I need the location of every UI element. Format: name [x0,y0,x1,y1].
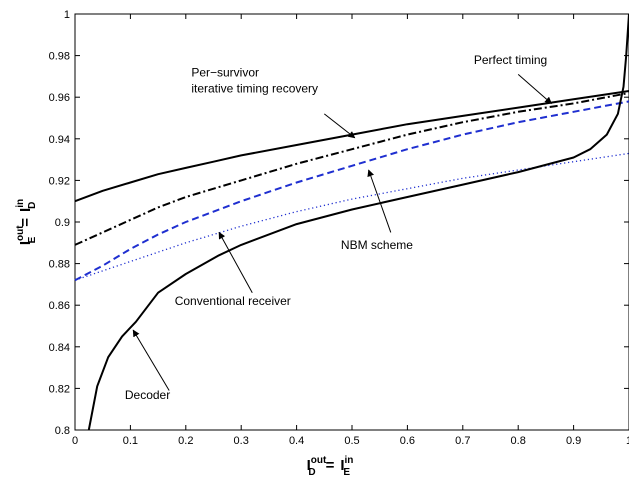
x-tick-label: 0.4 [289,435,304,447]
x-tick-label: 0.6 [400,435,415,447]
x-tick-label: 0.1 [123,435,138,447]
y-tick-label: 0.84 [49,342,70,354]
annotation-label-1: Perfect timing [474,53,547,67]
annotation-arrow-4 [132,329,170,391]
series-line-4 [87,13,629,431]
series-line-0 [74,90,629,203]
y-tick-label: 0.82 [49,383,70,395]
y-axis-ticks: 0.8 0.82 0.84 0.86 0.88 0.9 0.92 0.94 0.96 0.98 1 [49,9,629,437]
annotation-arrow-2 [367,169,392,233]
annotation-arrow-3 [218,231,253,293]
series-line-2 [74,100,629,282]
x-tick-label: 0.2 [178,435,193,447]
x-tick-label: 0.5 [344,435,359,447]
x-tick-label: 0 [72,435,78,447]
y-axis-label: IoutE=IinD [15,199,38,245]
y-tick-label: 0.92 [49,175,70,187]
x-axis-label: Iout D = Iin E [307,455,354,478]
x-tick-label: 0.8 [511,435,526,447]
x-axis-ticks: 0 0.1 0.2 0.3 0.4 0.5 0.6 0.7 0.8 0.9 1 [72,14,629,447]
series-lines [74,13,629,431]
y-tick-label: 0.98 [49,51,70,63]
annotations: Per−survivor iterative timing recovery Per… [125,53,552,402]
y-tick-label: 1 [64,9,70,21]
x-tick-label: 1 [626,435,629,447]
annotation-arrow-0 [323,113,356,139]
annotation-arrow-1 [517,73,552,104]
x-tick-label: 0.3 [234,435,249,447]
x-tick-label: 0.9 [566,435,581,447]
annotation-label-0: Per−survivor iterative timing recovery [191,65,318,95]
y-tick-label: 0.86 [49,300,70,312]
x-tick-label: 0.7 [455,435,470,447]
plot-area [74,13,629,431]
annotation-label-4: Decoder [125,388,170,402]
y-tick-label: 0.94 [49,134,70,146]
y-tick-label: 0.8 [55,425,70,437]
y-tick-label: 0.9 [55,217,70,229]
series-line-1 [74,92,629,246]
annotation-label-2: NBM scheme [341,238,413,252]
y-tick-label: 0.96 [49,92,70,104]
y-tick-label: 0.88 [49,259,70,271]
annotation-label-3: Conventional receiver [175,294,291,308]
